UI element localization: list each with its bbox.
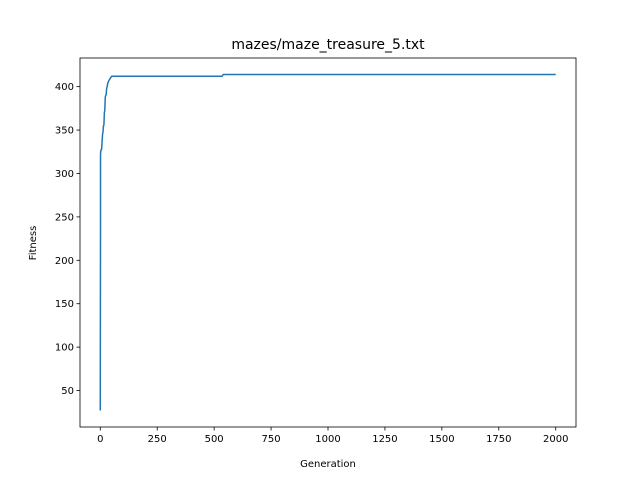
x-tick-label: 1000: [315, 434, 340, 445]
x-axis-label: Generation: [300, 459, 356, 470]
y-axis-label: Fitness: [28, 226, 39, 261]
y-axis-ticks: 50 100 150 200 250 300 350 400: [55, 82, 80, 397]
x-tick-label: 1750: [486, 434, 511, 445]
x-axis-ticks: 0 250 500 750 1000 1250 1500 1750 2000: [97, 427, 568, 445]
y-tick-label: 300: [55, 169, 74, 180]
x-tick-label: 500: [205, 434, 224, 445]
x-tick-label: 2000: [543, 434, 568, 445]
x-tick-label: 750: [262, 434, 281, 445]
y-tick-label: 400: [55, 82, 74, 93]
y-tick-label: 350: [55, 126, 74, 137]
x-tick-label: 0: [97, 434, 103, 445]
y-tick-label: 250: [55, 212, 74, 223]
y-tick-label: 100: [55, 343, 74, 354]
chart-title: mazes/maze_treasure_5.txt: [231, 37, 425, 53]
y-tick-label: 150: [55, 299, 74, 310]
y-tick-label: 200: [55, 256, 74, 267]
y-tick-label: 50: [61, 386, 74, 397]
fitness-series-line: [99, 73, 556, 411]
x-tick-label: 250: [148, 434, 167, 445]
x-tick-label: 1500: [429, 434, 454, 445]
plot-area: [99, 73, 556, 411]
x-tick-label: 1250: [372, 434, 397, 445]
